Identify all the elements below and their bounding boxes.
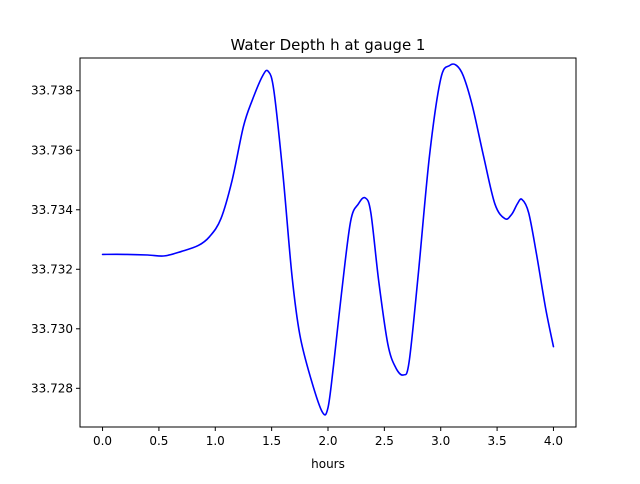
y-tick-label: 33.736	[31, 143, 73, 157]
x-tick-label: 4.0	[544, 434, 563, 448]
chart-title: Water Depth h at gauge 1	[231, 36, 426, 54]
series-line-water-depth	[101, 63, 555, 416]
x-tick-label: 2.0	[318, 434, 337, 448]
y-tick-label: 33.734	[31, 203, 73, 217]
x-tick-label: 1.5	[262, 434, 281, 448]
x-axis-label: hours	[311, 457, 345, 471]
x-tick-label: 3.5	[488, 434, 507, 448]
x-tick-label: 0.5	[149, 434, 168, 448]
plot-frame	[79, 57, 577, 428]
x-tick-label: 1.0	[206, 434, 225, 448]
x-tick-label: 0.0	[93, 434, 112, 448]
x-tick-label: 3.0	[431, 434, 450, 448]
y-tick-label: 33.738	[31, 84, 73, 98]
x-tick-label: 2.5	[375, 434, 394, 448]
y-tick-label: 33.728	[31, 381, 73, 395]
y-tick-label: 33.732	[31, 262, 73, 276]
y-axis-ticks: 33.728 33.730 33.732 33.734 33.736 33.738	[31, 84, 80, 395]
x-axis-ticks: 0.0 0.5 1.0 1.5 2.0 2.5 3.0 3.5 4.0	[93, 427, 563, 448]
y-tick-label: 33.730	[31, 322, 73, 336]
